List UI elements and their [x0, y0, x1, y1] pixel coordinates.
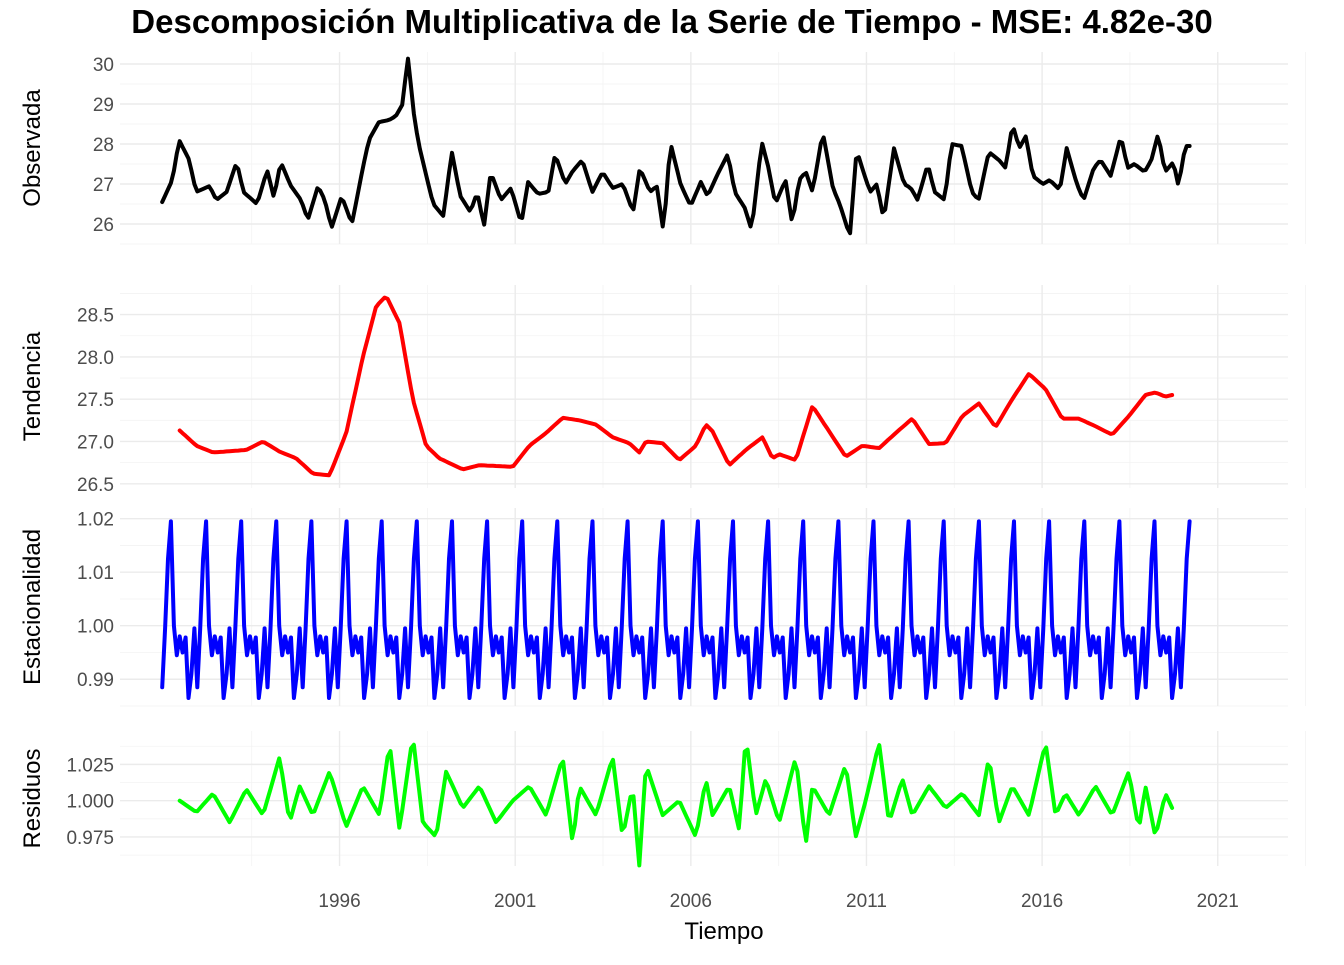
series-line-estacionalidad: [160, 519, 1192, 700]
y-axis-title: Tendencia: [19, 331, 46, 441]
y-tick-label: 26.5: [77, 475, 114, 496]
x-tick-label: 2021: [1197, 891, 1239, 912]
series-line-tendencia: [177, 295, 1175, 478]
y-tick-label: 1.000: [66, 792, 114, 813]
y-tick-label: 1.02: [77, 510, 114, 531]
panel-residuos: 0.975 1.000 1.025 Residuos: [19, 731, 1306, 868]
x-tick-label: 1996: [318, 891, 360, 912]
y-axis-title: Residuos: [19, 748, 46, 848]
series-line-residuos: [177, 742, 1175, 868]
chart-title: Descomposición Multiplicativa de la Seri…: [131, 3, 1212, 40]
panel-observada: 26 27 28 29 30 Observada: [19, 52, 1306, 245]
y-tick-label: 29: [93, 95, 114, 116]
x-tick-label: 2006: [670, 891, 712, 912]
x-tick-label: 2001: [494, 891, 536, 912]
series-line-observada: [160, 56, 1192, 236]
y-tick-label: 0.99: [77, 670, 114, 691]
y-tick-label: 27.0: [77, 432, 114, 453]
y-tick-label: 28.5: [77, 306, 114, 327]
x-tick-label: 2011: [846, 891, 887, 912]
panel-estacionalidad: 0.99 1.00 1.01 1.02 Estacionalidad: [19, 508, 1306, 707]
x-axis: 1996 2001 2006 2011 2016 2021: [318, 891, 1238, 912]
x-tick-label: 2016: [1021, 891, 1063, 912]
y-tick-label: 0.975: [66, 828, 114, 849]
y-tick-label: 27: [93, 175, 114, 196]
y-tick-label: 28.0: [77, 348, 114, 369]
panel-tendencia: 26.5 27.0 27.5 28.0 28.5 Tendencia: [19, 285, 1306, 496]
y-tick-label: 28: [93, 135, 114, 156]
y-tick-label: 1.01: [77, 563, 114, 584]
y-tick-label: 26: [93, 215, 114, 236]
y-axis-title: Observada: [19, 89, 46, 207]
y-tick-label: 1.025: [66, 755, 114, 776]
y-axis-title: Estacionalidad: [19, 529, 46, 685]
y-tick-label: 30: [93, 55, 114, 76]
chart-panels: 26 27 28 29 30 Observada 26.5 27.0 27.5 28.0 28.5 T…: [19, 52, 1306, 868]
x-axis-title: Tiempo: [684, 918, 763, 945]
y-tick-label: 1.00: [77, 617, 114, 638]
y-tick-label: 27.5: [77, 390, 114, 411]
